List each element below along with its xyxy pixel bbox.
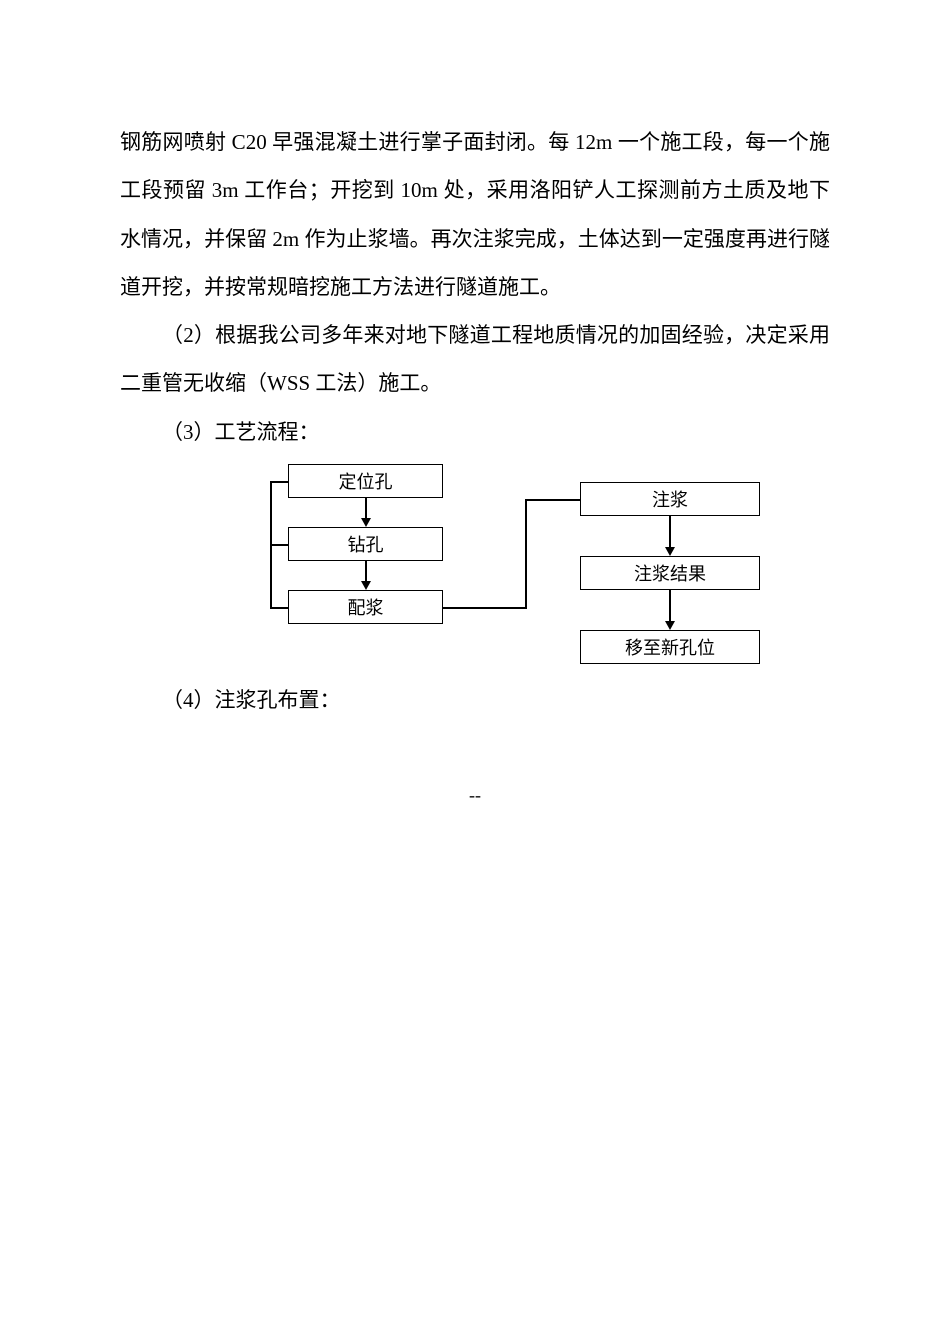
- process-flowchart: 定位孔 钻孔 配浆 注浆 注浆结果 移至新孔位: [180, 464, 770, 704]
- paragraph-3-heading: （3）工艺流程：: [120, 408, 830, 456]
- document-page: 钢筋网喷射 C20 早强混凝土进行掌子面封闭。每 12m 一个施工段，每一个施工…: [0, 0, 950, 724]
- flow-edge-cross-h: [443, 607, 525, 609]
- flow-arrow-2-3: [361, 581, 371, 590]
- flow-edge-cross-v: [525, 499, 527, 609]
- flow-node-mix-grout: 配浆: [288, 590, 443, 624]
- flow-arrow-5-6: [665, 621, 675, 630]
- flow-edge-left-h3: [270, 607, 288, 609]
- flow-node-grout-result: 注浆结果: [580, 556, 760, 590]
- flow-edge-left-h1: [270, 481, 288, 483]
- flow-edge-left-h2: [270, 544, 288, 546]
- page-footer: --: [0, 785, 950, 806]
- flow-edge-5-6: [669, 590, 671, 622]
- flow-edge-1-2: [365, 498, 367, 519]
- flow-arrow-4-5: [665, 547, 675, 556]
- flow-node-grouting: 注浆: [580, 482, 760, 516]
- flow-edge-4-5: [669, 516, 671, 548]
- paragraph-1: 钢筋网喷射 C20 早强混凝土进行掌子面封闭。每 12m 一个施工段，每一个施工…: [120, 118, 830, 311]
- flow-node-locate-hole: 定位孔: [288, 464, 443, 498]
- flow-edge-cross-h2: [525, 499, 580, 501]
- flow-node-drill: 钻孔: [288, 527, 443, 561]
- paragraph-2: （2）根据我公司多年来对地下隧道工程地质情况的加固经验，决定采用二重管无收缩（W…: [120, 311, 830, 408]
- flow-node-move-new-hole: 移至新孔位: [580, 630, 760, 664]
- flow-edge-2-3: [365, 561, 367, 582]
- flow-arrow-1-2: [361, 518, 371, 527]
